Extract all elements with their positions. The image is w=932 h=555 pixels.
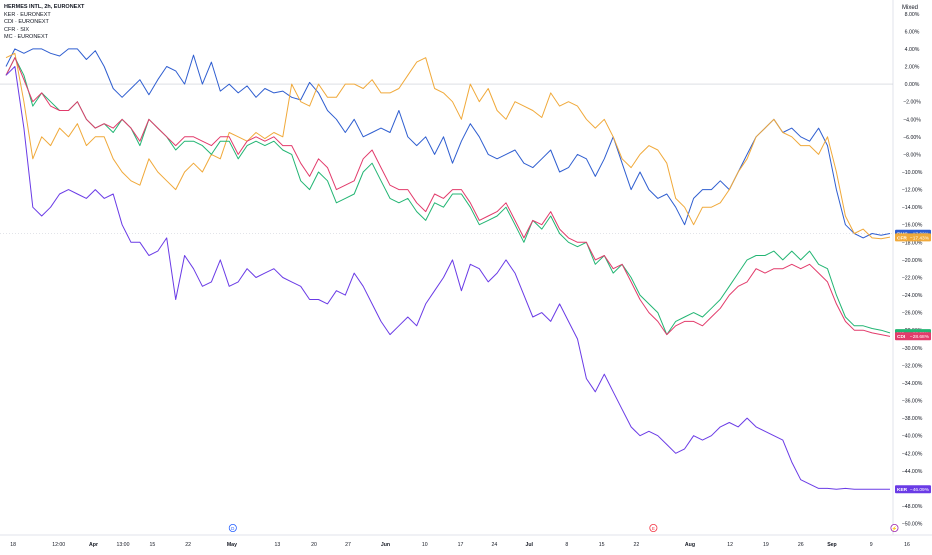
x-tick-label: 22 bbox=[185, 542, 191, 548]
y-tick-label: −10.00% bbox=[902, 170, 923, 176]
x-tick-label: 13 bbox=[275, 542, 281, 548]
event-marker-label: D bbox=[231, 526, 235, 531]
badge-symbol: CFR bbox=[897, 235, 907, 241]
event-marker-label: ⚡ bbox=[892, 525, 898, 532]
legend-item-cfr[interactable]: CFR · SIX bbox=[4, 26, 30, 33]
y-tick-label: −32.00% bbox=[902, 363, 923, 369]
x-tick-label: 16 bbox=[904, 542, 910, 548]
y-tick-label: −24.00% bbox=[902, 293, 923, 299]
x-tick-label: 10 bbox=[422, 542, 428, 548]
x-tick-label: 13:00 bbox=[116, 542, 129, 548]
y-tick-label: −18.00% bbox=[902, 240, 923, 246]
chart-title: HERMES INTL, 2h, EURONEXT bbox=[4, 4, 85, 10]
y-tick-label: −8.00% bbox=[903, 152, 921, 158]
y-tick-label: −16.00% bbox=[902, 223, 923, 229]
series-line-rms[interactable] bbox=[5, 48, 891, 239]
x-tick-label: 12 bbox=[727, 542, 733, 548]
last-value-badge-ker: KER −46.09% bbox=[895, 485, 931, 494]
x-tick-label: 20 bbox=[311, 542, 317, 548]
event-marker[interactable] bbox=[890, 524, 899, 533]
x-tick-label: 27 bbox=[345, 542, 351, 548]
badge-symbol: KER bbox=[897, 487, 908, 493]
event-marker[interactable] bbox=[228, 524, 237, 533]
y-tick-label: 2.00% bbox=[905, 65, 920, 71]
x-tick-label: 15 bbox=[599, 542, 605, 548]
event-marker-label: E bbox=[652, 526, 655, 531]
x-tick-label: Aug bbox=[685, 542, 695, 548]
y-tick-label: −40.00% bbox=[902, 434, 923, 440]
y-tick-label: −30.00% bbox=[902, 346, 923, 352]
x-tick-label: May bbox=[227, 542, 237, 548]
y-tick-label: −4.00% bbox=[903, 117, 921, 123]
y-tick-label: −20.00% bbox=[902, 258, 923, 264]
y-tick-label: −34.00% bbox=[902, 381, 923, 387]
y-tick-label: 6.00% bbox=[905, 29, 920, 35]
last-value-badge-cfr: CFR −17.43% bbox=[895, 233, 931, 242]
x-tick-label: 15 bbox=[150, 542, 156, 548]
x-tick-label: Sep bbox=[827, 542, 837, 548]
last-value-badge-cdi: CDI −28.68% bbox=[895, 332, 931, 341]
x-tick-label: Jul bbox=[526, 542, 534, 548]
badge-value: −17.43% bbox=[910, 235, 930, 241]
x-tick-label: 8 bbox=[565, 542, 568, 548]
y-tick-label: −12.00% bbox=[902, 188, 923, 194]
x-tick-label: Apr bbox=[89, 542, 98, 548]
badge-symbol: CDI bbox=[897, 334, 906, 340]
badge-value: −28.68% bbox=[910, 334, 930, 340]
y-tick-label: 8.00% bbox=[905, 12, 920, 18]
y-tick-label: −14.00% bbox=[902, 205, 923, 211]
y-tick-label: −44.00% bbox=[902, 469, 923, 475]
legend-item-ker[interactable]: KER · EURONEXT bbox=[4, 11, 51, 18]
series-line-mc[interactable] bbox=[5, 57, 891, 336]
x-tick-label: 17 bbox=[458, 542, 464, 548]
y-tick-label: −42.00% bbox=[902, 451, 923, 457]
y-tick-label: 0.00% bbox=[905, 82, 920, 88]
x-tick-label: 9 bbox=[870, 542, 873, 548]
y-tick-label: −26.00% bbox=[902, 311, 923, 317]
x-tick-label: 24 bbox=[492, 542, 498, 548]
x-tick-label: Jun bbox=[381, 542, 390, 548]
y-tick-label: −6.00% bbox=[903, 135, 921, 141]
x-tick-label: 18 bbox=[10, 542, 16, 548]
y-tick-label: −50.00% bbox=[902, 522, 923, 528]
x-tick-label: 19 bbox=[763, 542, 769, 548]
y-tick-label: −2.00% bbox=[903, 100, 921, 106]
y-tick-label: −36.00% bbox=[902, 399, 923, 405]
series-line-ker[interactable] bbox=[5, 66, 891, 490]
badge-value: −46.09% bbox=[910, 487, 930, 493]
chart-legend: HERMES INTL, 2h, EURONEXT KER · EURONEXT… bbox=[4, 4, 84, 42]
series-line-cfr[interactable] bbox=[5, 52, 891, 240]
legend-item-cdi[interactable]: CDI · EURONEXT bbox=[4, 19, 49, 26]
x-tick-label: 26 bbox=[798, 542, 804, 548]
series-line-cdi[interactable] bbox=[5, 57, 891, 337]
scale-mode-label[interactable]: Mixed bbox=[901, 5, 918, 11]
x-tick-label: 22 bbox=[634, 542, 640, 548]
legend-item-mc[interactable]: MC · EURONEXT bbox=[4, 34, 48, 41]
y-tick-label: −22.00% bbox=[902, 275, 923, 281]
x-tick-label: 12:00 bbox=[52, 542, 65, 548]
y-tick-label: 4.00% bbox=[905, 47, 920, 53]
y-tick-label: −48.00% bbox=[902, 504, 923, 510]
y-tick-label: −38.00% bbox=[902, 416, 923, 422]
event-marker[interactable] bbox=[649, 524, 658, 533]
